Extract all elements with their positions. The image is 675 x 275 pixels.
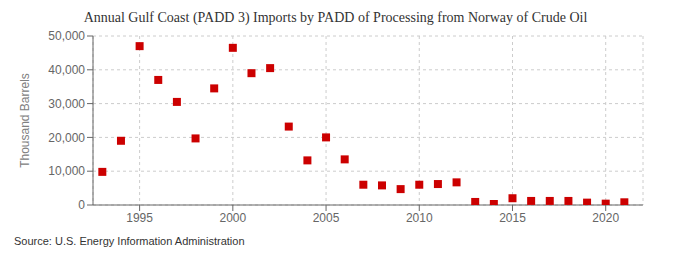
svg-text:2020: 2020 (592, 211, 619, 225)
svg-text:40,000: 40,000 (48, 63, 85, 77)
svg-text:2015: 2015 (499, 211, 526, 225)
svg-text:1995: 1995 (126, 211, 153, 225)
svg-text:2005: 2005 (313, 211, 340, 225)
html-text:Source: U.S. Energy Informatio: Source: U.S. Energy Information Administ… (14, 235, 245, 247)
svg-text:10,000: 10,000 (48, 164, 85, 178)
html-text:Annual Gulf Coast (PADD 3) Imp: Annual Gulf Coast (PADD 3) Imports by PA… (83, 10, 588, 25)
svg-text:0: 0 (78, 198, 85, 212)
svg-text:20,000: 20,000 (48, 131, 85, 145)
svg-text:50,000: 50,000 (48, 29, 85, 43)
svg-text:2000: 2000 (219, 211, 246, 225)
svg-text:30,000: 30,000 (48, 97, 85, 111)
svg-text:Thousand Barrels: Thousand Barrels (18, 73, 32, 168)
svg-text:2010: 2010 (406, 211, 433, 225)
